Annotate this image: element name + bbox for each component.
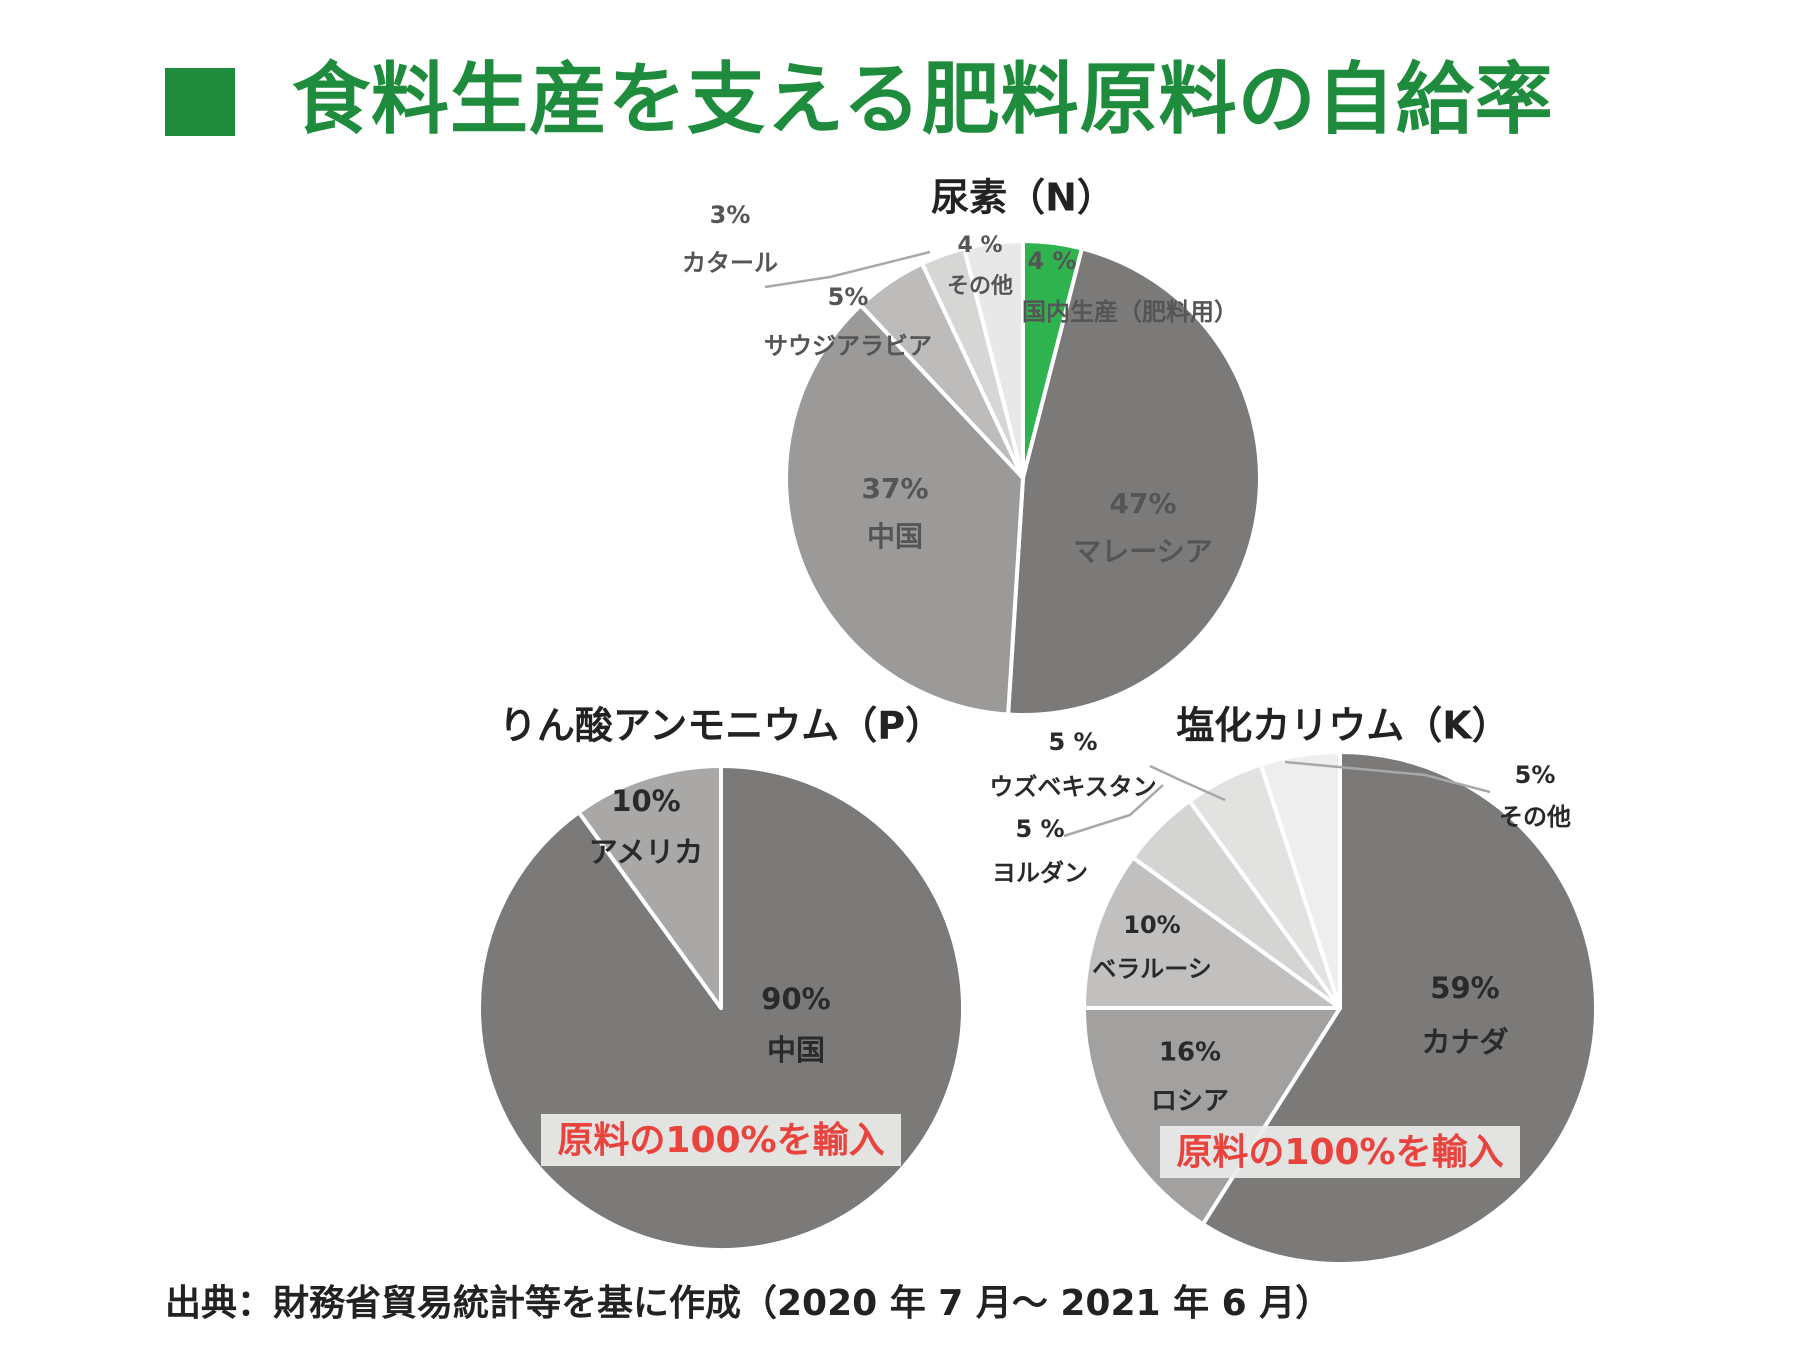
slice-name-label: ベラルーシ	[1092, 955, 1212, 983]
pie-chart-1: 4 % 国内生産（肥料用） 47% マレーシア 37% 中国 5% サウジアラビア 3% カタール…	[682, 176, 1262, 717]
pie-slice	[1082, 1006, 1342, 1227]
slice-value-label: 3%	[710, 201, 751, 229]
slice-name-label: ロシア	[1151, 1087, 1229, 1117]
slice-value-label: 5%	[828, 283, 869, 311]
slice-name-label: その他	[1499, 803, 1571, 831]
leader-line	[764, 250, 931, 289]
pie-chart-3: 59% カナダ 16% ロシア 10% ベラルーシ 5 % ヨルダン 5 % ウズベキスタン 5% そ…	[989, 704, 1598, 1266]
import-note-background	[1160, 1126, 1520, 1178]
import-note-background	[541, 1114, 901, 1166]
pie-slice	[576, 764, 723, 1010]
page-title: 食料生産を支える肥料原料の自給率	[292, 55, 1554, 145]
slice-value-label: 4 %	[957, 233, 1002, 258]
chart-title: 塩化カリウム（K）	[1176, 704, 1509, 748]
pie-chart-2: 90% 中国 10% アメリカ りん酸アンモニウム（P） 原料の100%を輸入	[477, 704, 965, 1252]
slice-name-label: カタール	[682, 249, 778, 277]
slice-name-label: その他	[947, 274, 1013, 299]
slice-name-label: カナダ	[1421, 1025, 1508, 1059]
chart-title: 尿素（N）	[931, 176, 1115, 220]
slice-value-label: 16%	[1159, 1038, 1221, 1068]
slice-value-label: 5 %	[1015, 815, 1064, 843]
slice-value-label: 90%	[761, 982, 830, 1016]
slice-name-label: ヨルダン	[992, 859, 1088, 887]
pie-slice	[1006, 246, 1262, 717]
slice-value-label: 4 %	[1027, 247, 1076, 275]
slice-value-label: 10%	[1123, 911, 1180, 939]
slice-value-label: 5 %	[1048, 728, 1097, 756]
pie-slice	[1082, 855, 1342, 1010]
slice-value-label: 10%	[611, 784, 680, 818]
slice-name-label: 中国	[767, 1033, 825, 1067]
slice-value-label: 59%	[1430, 971, 1499, 1005]
slice-name-label: マレーシア	[1073, 535, 1212, 568]
slice-name-label: ウズベキスタン	[989, 773, 1156, 801]
slice-value-label: 47%	[1109, 487, 1176, 520]
chart-title: りん酸アンモニウム（P）	[499, 704, 943, 748]
slice-name-label: 国内生産（肥料用）	[1022, 298, 1238, 326]
title-square-icon	[165, 68, 235, 136]
pie-slice	[784, 303, 1025, 717]
slice-name-label: アメリカ	[589, 835, 704, 869]
leader-line	[1063, 784, 1164, 838]
slice-name-label: 中国	[867, 520, 923, 553]
source-note: 出典：財務省貿易統計等を基に作成（2020 年 7 月〜 2021 年 6 月）	[165, 1283, 1332, 1324]
slice-value-label: 5%	[1515, 761, 1556, 789]
slice-value-label: 37%	[861, 472, 928, 505]
import-note: 原料の100%を輸入	[557, 1120, 884, 1161]
import-note: 原料の100%を輸入	[1176, 1132, 1503, 1173]
leader-line	[1284, 760, 1491, 794]
pie-slice	[962, 239, 1025, 480]
slice-name-label: サウジアラビア	[764, 332, 932, 360]
leader-line	[1149, 764, 1226, 802]
pie-slice	[1258, 750, 1342, 1010]
